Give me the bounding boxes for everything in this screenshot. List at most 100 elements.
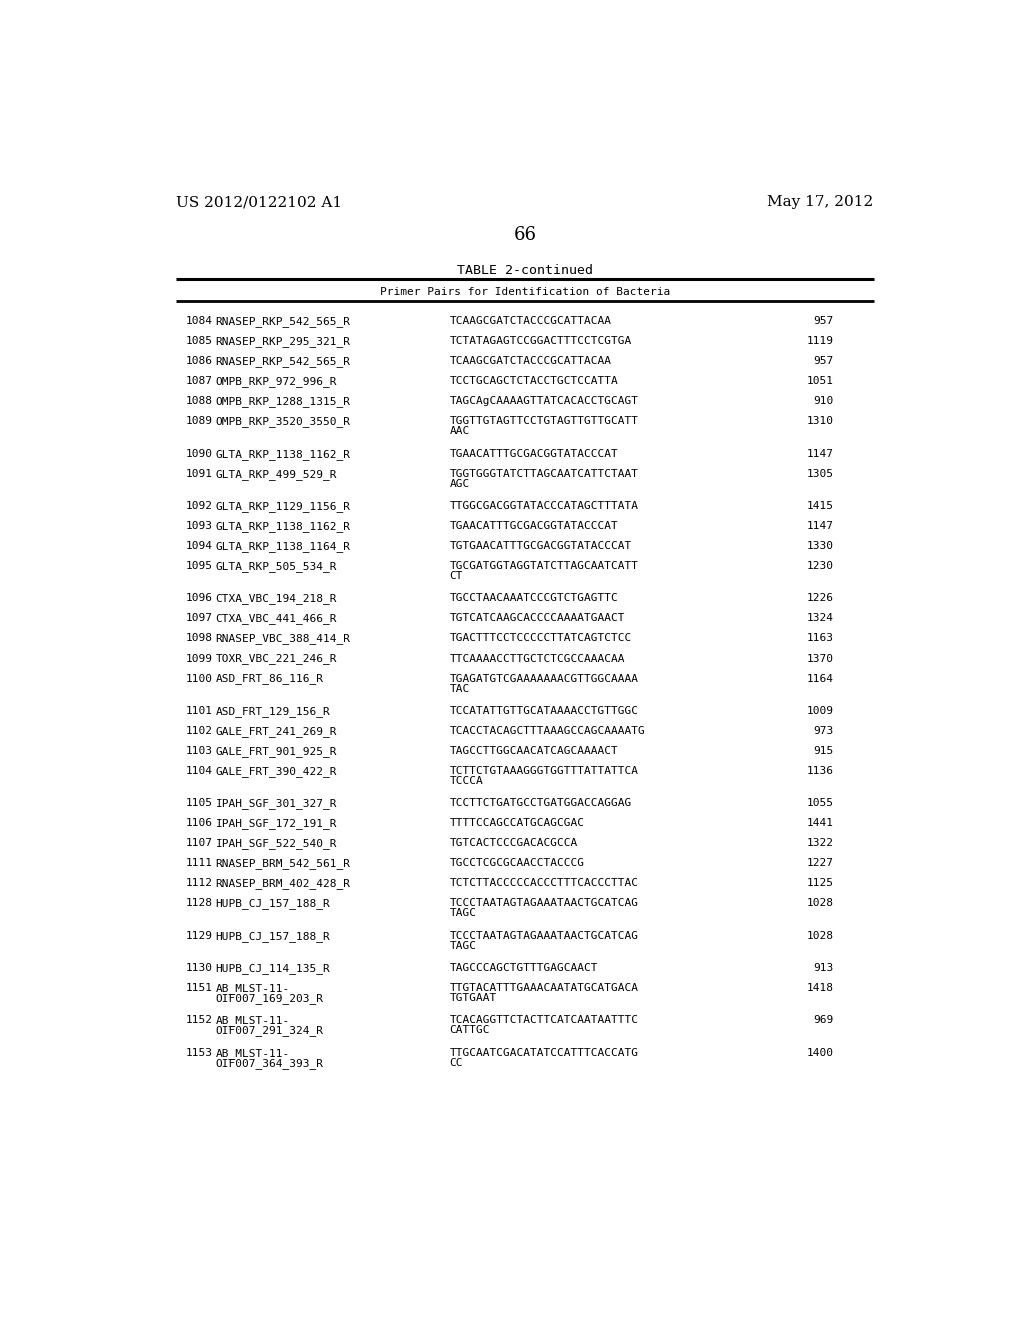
Text: 1227: 1227 bbox=[806, 858, 834, 869]
Text: GLTA_RKP_1138_1162_R: GLTA_RKP_1138_1162_R bbox=[216, 521, 350, 532]
Text: TCCCA: TCCCA bbox=[450, 776, 483, 785]
Text: CTXA_VBC_194_218_R: CTXA_VBC_194_218_R bbox=[216, 594, 337, 605]
Text: RNASEP_VBC_388_414_R: RNASEP_VBC_388_414_R bbox=[216, 634, 350, 644]
Text: GLTA_RKP_1138_1162_R: GLTA_RKP_1138_1162_R bbox=[216, 449, 350, 459]
Text: TCTATAGAGTCCGGACTTTCCTCGTGA: TCTATAGAGTCCGGACTTTCCTCGTGA bbox=[450, 337, 632, 346]
Text: TTTTCCAGCCATGCAGCGAC: TTTTCCAGCCATGCAGCGAC bbox=[450, 818, 585, 828]
Text: CATTGC: CATTGC bbox=[450, 1026, 490, 1035]
Text: TAGCAgCAAAAGTTATCACACCTGCAGT: TAGCAgCAAAAGTTATCACACCTGCAGT bbox=[450, 396, 639, 407]
Text: 1096: 1096 bbox=[186, 594, 213, 603]
Text: TGAACATTTGCGACGGTATACCCAT: TGAACATTTGCGACGGTATACCCAT bbox=[450, 521, 618, 531]
Text: TCACCTACAGCTTTAAAGCCAGCAAAATG: TCACCTACAGCTTTAAAGCCAGCAAAATG bbox=[450, 726, 645, 735]
Text: 1055: 1055 bbox=[806, 799, 834, 808]
Text: 1086: 1086 bbox=[186, 356, 213, 366]
Text: 1095: 1095 bbox=[186, 561, 213, 572]
Text: 913: 913 bbox=[813, 964, 834, 973]
Text: RNASEP_RKP_295_321_R: RNASEP_RKP_295_321_R bbox=[216, 337, 350, 347]
Text: RNASEP_BRM_542_561_R: RNASEP_BRM_542_561_R bbox=[216, 858, 350, 870]
Text: TGGTTGTAGTTCCTGTAGTTGTTGCATT: TGGTTGTAGTTCCTGTAGTTGTTGCATT bbox=[450, 416, 639, 426]
Text: TAGCCTTGGCAACATCAGCAAAACT: TAGCCTTGGCAACATCAGCAAAACT bbox=[450, 746, 618, 756]
Text: 1415: 1415 bbox=[806, 502, 834, 511]
Text: OMPB_RKP_972_996_R: OMPB_RKP_972_996_R bbox=[216, 376, 337, 387]
Text: 1400: 1400 bbox=[806, 1048, 834, 1057]
Text: TGCCTCGCGCAACCTACCCG: TGCCTCGCGCAACCTACCCG bbox=[450, 858, 585, 869]
Text: 1119: 1119 bbox=[806, 337, 834, 346]
Text: RNASEP_RKP_542_565_R: RNASEP_RKP_542_565_R bbox=[216, 317, 350, 327]
Text: 915: 915 bbox=[813, 746, 834, 756]
Text: CTXA_VBC_441_466_R: CTXA_VBC_441_466_R bbox=[216, 614, 337, 624]
Text: 1103: 1103 bbox=[186, 746, 213, 756]
Text: 1105: 1105 bbox=[186, 799, 213, 808]
Text: 1163: 1163 bbox=[806, 634, 834, 643]
Text: TGAACATTTGCGACGGTATACCCAT: TGAACATTTGCGACGGTATACCCAT bbox=[450, 449, 618, 458]
Text: 1330: 1330 bbox=[806, 541, 834, 550]
Text: GLTA_RKP_505_534_R: GLTA_RKP_505_534_R bbox=[216, 561, 337, 572]
Text: 1087: 1087 bbox=[186, 376, 213, 387]
Text: TGTCATCAAGCACCCCAAAATGAACT: TGTCATCAAGCACCCCAAAATGAACT bbox=[450, 614, 625, 623]
Text: IPAH_SGF_522_540_R: IPAH_SGF_522_540_R bbox=[216, 838, 337, 849]
Text: 1099: 1099 bbox=[186, 653, 213, 664]
Text: 1147: 1147 bbox=[806, 521, 834, 531]
Text: IPAH_SGF_172_191_R: IPAH_SGF_172_191_R bbox=[216, 818, 337, 829]
Text: IPAH_SGF_301_327_R: IPAH_SGF_301_327_R bbox=[216, 799, 337, 809]
Text: ASD_FRT_86_116_R: ASD_FRT_86_116_R bbox=[216, 673, 324, 685]
Text: TGCCTAACAAATCCCGTCTGAGTTC: TGCCTAACAAATCCCGTCTGAGTTC bbox=[450, 594, 618, 603]
Text: 1089: 1089 bbox=[186, 416, 213, 426]
Text: 1101: 1101 bbox=[186, 706, 213, 715]
Text: 957: 957 bbox=[813, 317, 834, 326]
Text: TTGTACATTTGAAACAATATGCATGACA: TTGTACATTTGAAACAATATGCATGACA bbox=[450, 983, 639, 993]
Text: AB_MLST-11-: AB_MLST-11- bbox=[216, 1048, 290, 1059]
Text: 1136: 1136 bbox=[806, 766, 834, 776]
Text: 1102: 1102 bbox=[186, 726, 213, 735]
Text: CT: CT bbox=[450, 572, 463, 581]
Text: 1152: 1152 bbox=[186, 1015, 213, 1026]
Text: 66: 66 bbox=[513, 226, 537, 244]
Text: 1084: 1084 bbox=[186, 317, 213, 326]
Text: TAGCCCAGCTGTTTGAGCAACT: TAGCCCAGCTGTTTGAGCAACT bbox=[450, 964, 598, 973]
Text: ASD_FRT_129_156_R: ASD_FRT_129_156_R bbox=[216, 706, 331, 717]
Text: TAGC: TAGC bbox=[450, 941, 476, 950]
Text: RNASEP_BRM_402_428_R: RNASEP_BRM_402_428_R bbox=[216, 878, 350, 890]
Text: 1051: 1051 bbox=[806, 376, 834, 387]
Text: TGCGATGGTAGGTATCTTAGCAATCATT: TGCGATGGTAGGTATCTTAGCAATCATT bbox=[450, 561, 639, 572]
Text: TCCTGCAGCTCTACCTGCTCCATTA: TCCTGCAGCTCTACCTGCTCCATTA bbox=[450, 376, 618, 387]
Text: TCCCTAATAGTAGAAATAACTGCATCAG: TCCCTAATAGTAGAAATAACTGCATCAG bbox=[450, 899, 639, 908]
Text: GLTA_RKP_1138_1164_R: GLTA_RKP_1138_1164_R bbox=[216, 541, 350, 552]
Text: TGAGATGTCGAAAAAAACGTTGGCAAAA: TGAGATGTCGAAAAAAACGTTGGCAAAA bbox=[450, 673, 639, 684]
Text: 1230: 1230 bbox=[806, 561, 834, 572]
Text: TGTCACTCCCGACACGCCA: TGTCACTCCCGACACGCCA bbox=[450, 838, 578, 849]
Text: GLTA_RKP_1129_1156_R: GLTA_RKP_1129_1156_R bbox=[216, 502, 350, 512]
Text: TCCCTAATAGTAGAAATAACTGCATCAG: TCCCTAATAGTAGAAATAACTGCATCAG bbox=[450, 931, 639, 941]
Text: 1097: 1097 bbox=[186, 614, 213, 623]
Text: 1090: 1090 bbox=[186, 449, 213, 458]
Text: 1088: 1088 bbox=[186, 396, 213, 407]
Text: OMPB_RKP_1288_1315_R: OMPB_RKP_1288_1315_R bbox=[216, 396, 350, 408]
Text: 1370: 1370 bbox=[806, 653, 834, 664]
Text: 1092: 1092 bbox=[186, 502, 213, 511]
Text: 1130: 1130 bbox=[186, 964, 213, 973]
Text: TAGC: TAGC bbox=[450, 908, 476, 919]
Text: 1009: 1009 bbox=[806, 706, 834, 715]
Text: TGTGAAT: TGTGAAT bbox=[450, 993, 497, 1003]
Text: TTGGCGACGGTATACCCATAGCTTTATA: TTGGCGACGGTATACCCATAGCTTTATA bbox=[450, 502, 639, 511]
Text: AB_MLST-11-: AB_MLST-11- bbox=[216, 983, 290, 994]
Text: 1418: 1418 bbox=[806, 983, 834, 993]
Text: TAC: TAC bbox=[450, 684, 470, 693]
Text: CC: CC bbox=[450, 1057, 463, 1068]
Text: 1028: 1028 bbox=[806, 899, 834, 908]
Text: OIF007_169_203_R: OIF007_169_203_R bbox=[216, 993, 324, 1005]
Text: 1441: 1441 bbox=[806, 818, 834, 828]
Text: TCTTCTGTAAAGGGTGGTTTATTATTCA: TCTTCTGTAAAGGGTGGTTTATTATTCA bbox=[450, 766, 639, 776]
Text: HUPB_CJ_157_188_R: HUPB_CJ_157_188_R bbox=[216, 899, 331, 909]
Text: 1310: 1310 bbox=[806, 416, 834, 426]
Text: TTCAAAACCTTGCTCTCGCCAAACAA: TTCAAAACCTTGCTCTCGCCAAACAA bbox=[450, 653, 625, 664]
Text: GLTA_RKP_499_529_R: GLTA_RKP_499_529_R bbox=[216, 469, 337, 479]
Text: TCTCTTACCCCCACCCTTTCACCCTTAC: TCTCTTACCCCCACCCTTTCACCCTTAC bbox=[450, 878, 639, 888]
Text: TGTGAACATTTGCGACGGTATACCCAT: TGTGAACATTTGCGACGGTATACCCAT bbox=[450, 541, 632, 550]
Text: 1147: 1147 bbox=[806, 449, 834, 458]
Text: 1093: 1093 bbox=[186, 521, 213, 531]
Text: 1305: 1305 bbox=[806, 469, 834, 479]
Text: 1094: 1094 bbox=[186, 541, 213, 550]
Text: HUPB_CJ_114_135_R: HUPB_CJ_114_135_R bbox=[216, 964, 331, 974]
Text: 1128: 1128 bbox=[186, 899, 213, 908]
